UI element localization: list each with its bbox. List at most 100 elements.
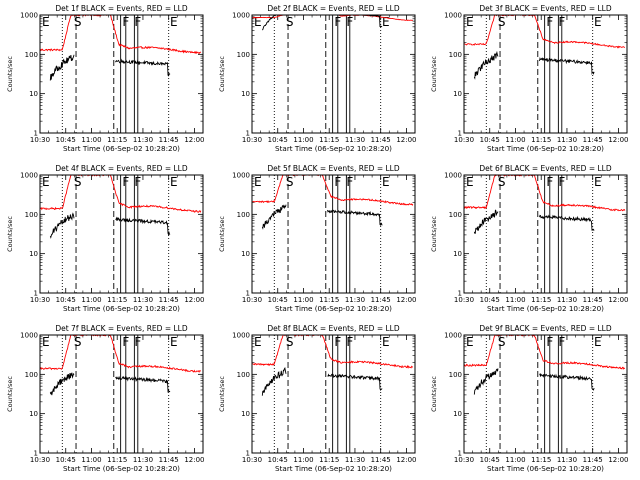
x-tick-label: 10:45 [268,456,288,464]
y-tick-label: 100 [237,371,250,379]
y-tick-label: 1000 [232,332,250,340]
y-tick-label: 10 [29,250,38,258]
marker-e: E [170,335,178,349]
x-tick-label: 11:30 [133,136,153,144]
x-tick-label: 11:45 [371,296,391,304]
y-tick-label: 1000 [232,12,250,20]
x-tick-label: 11:30 [133,296,153,304]
panel-5: Det 5f BLACK = Events, RED = LLD 1 10 100 10… [218,164,417,313]
y-axis-label: Counts/sec [218,376,226,412]
events-series-line-pre [49,212,75,239]
marker-e: E [382,335,390,349]
lld-series-line [39,14,202,55]
lld-series-line [39,334,202,373]
x-tick-label: 11:45 [371,456,391,464]
events-series-line-post [115,216,171,237]
x-axis-label: Start Time (06-Sep-02 10:28:20) [275,144,392,153]
x-tick-label: 10:30 [242,136,262,144]
y-tick-label: 1 [246,450,250,458]
x-tick-label: 11:45 [583,136,603,144]
panel-8: Det 8f BLACK = Events, RED = LLD 1 10 100 10… [218,324,417,473]
marker-e: E [170,175,178,189]
y-tick-label: 1 [246,130,250,138]
x-tick-label: 12:00 [396,136,416,144]
marker-e: E [254,175,262,189]
marker-f: F [334,335,341,349]
lld-series-line [251,174,414,206]
events-series-line-pre [49,372,75,396]
y-axis-label: Counts/sec [430,376,438,412]
marker-e: E [42,15,50,29]
panel-title: Det 3f BLACK = Events, RED = LLD [479,4,612,13]
y-tick-label: 1 [34,450,38,458]
x-tick-label: 10:30 [454,296,474,304]
x-tick-label: 11:45 [583,456,603,464]
plot-frame [39,174,204,294]
events-series-line-post [115,375,171,393]
plot-frame [39,334,204,454]
x-tick-label: 10:30 [30,456,50,464]
x-tick-label: 11:30 [557,136,577,144]
marker-f: F [558,175,565,189]
x-tick-label: 11:45 [159,136,179,144]
events-series-line-post [327,373,383,392]
y-axis-label: Counts/sec [6,376,14,412]
x-tick-label: 11:30 [557,456,577,464]
y-axis-label: Counts/sec [6,56,14,92]
y-tick-label: 1000 [444,172,462,180]
x-axis-label: Start Time (06-Sep-02 10:28:20) [487,464,604,473]
marker-s: S [74,335,82,349]
marker-f: F [334,15,341,29]
marker-e: E [42,175,50,189]
x-tick-label: 11:15 [319,456,339,464]
marker-f: F [134,15,141,29]
x-tick-label: 11:15 [531,136,551,144]
x-tick-label: 11:00 [505,456,525,464]
y-tick-label: 1000 [444,332,462,340]
plot-frame [463,14,628,134]
panel-1: Det 1f BLACK = Events, RED = LLD 1 10 100 10… [6,4,205,153]
x-tick-label: 11:00 [81,136,101,144]
panel-3: Det 3f BLACK = Events, RED = LLD 1 10 100 10… [430,4,629,153]
y-tick-label: 1000 [20,172,38,180]
x-tick-label: 11:45 [371,136,391,144]
events-series-line-pre [473,368,499,395]
x-tick-label: 11:15 [107,456,127,464]
y-tick-label: 10 [29,90,38,98]
marker-e: E [594,175,602,189]
marker-e: E [466,335,474,349]
marker-f: F [134,335,141,349]
x-tick-label: 10:30 [454,456,474,464]
y-tick-label: 1 [458,290,462,298]
x-tick-label: 10:45 [480,296,500,304]
lld-series-line [39,174,202,213]
marker-f: F [346,335,353,349]
x-tick-label: 11:30 [557,296,577,304]
y-axis-label: Counts/sec [6,216,14,252]
events-series-line-post [327,209,383,226]
plot-frame [463,174,628,294]
marker-e: E [466,175,474,189]
x-tick-label: 10:30 [454,136,474,144]
lld-series-line [464,14,625,49]
events-series-line-pre [473,50,499,80]
x-tick-label: 10:30 [242,456,262,464]
x-axis-label: Start Time (06-Sep-02 10:28:20) [275,464,392,473]
x-tick-label: 12:00 [608,296,628,304]
y-tick-label: 1000 [20,12,38,20]
x-tick-label: 12:00 [184,456,204,464]
marker-e: E [254,335,262,349]
x-tick-label: 12:00 [396,296,416,304]
marker-e: E [170,15,178,29]
marker-e: E [42,335,50,349]
x-tick-label: 10:30 [30,296,50,304]
x-tick-label: 11:00 [505,296,525,304]
y-tick-label: 100 [25,211,38,219]
y-tick-label: 1 [34,290,38,298]
plot-frame [251,174,416,294]
y-tick-label: 10 [241,410,250,418]
panel-title: Det 4f BLACK = Events, RED = LLD [55,164,188,173]
x-tick-label: 11:00 [81,296,101,304]
events-series-line-pre [261,366,287,396]
marker-f: F [546,335,553,349]
